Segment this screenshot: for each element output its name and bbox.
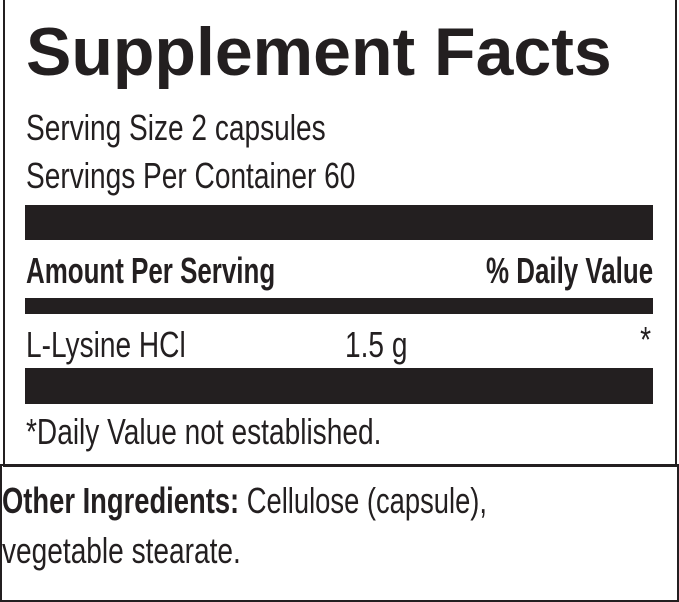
thick-divider-bottom	[25, 368, 653, 404]
panel-title: Supplement Facts	[26, 14, 612, 90]
other-ingredients-text-2: vegetable stearate.	[2, 530, 241, 571]
daily-value-header: % Daily Value	[485, 250, 653, 291]
serving-size: Serving Size 2 capsules	[26, 107, 326, 148]
servings-per-container: Servings Per Container 60	[26, 155, 356, 196]
nutrient-name: L-Lysine HCl	[26, 324, 186, 365]
medium-divider	[25, 298, 653, 314]
nutrient-amount: 1.5 g	[345, 324, 408, 365]
amount-per-serving-header: Amount Per Serving	[26, 250, 276, 291]
other-ingredients-text: Cellulose (capsule),	[239, 480, 488, 521]
thick-divider	[25, 205, 653, 240]
other-ingredients: Other Ingredients: Cellulose (capsule),	[2, 483, 487, 519]
supplement-facts-panel	[3, 0, 677, 467]
footnote: *Daily Value not established.	[26, 411, 382, 452]
nutrient-dv: *	[640, 319, 651, 360]
other-ingredients-label: Other Ingredients:	[2, 480, 240, 521]
other-ingredients-panel	[0, 464, 679, 602]
